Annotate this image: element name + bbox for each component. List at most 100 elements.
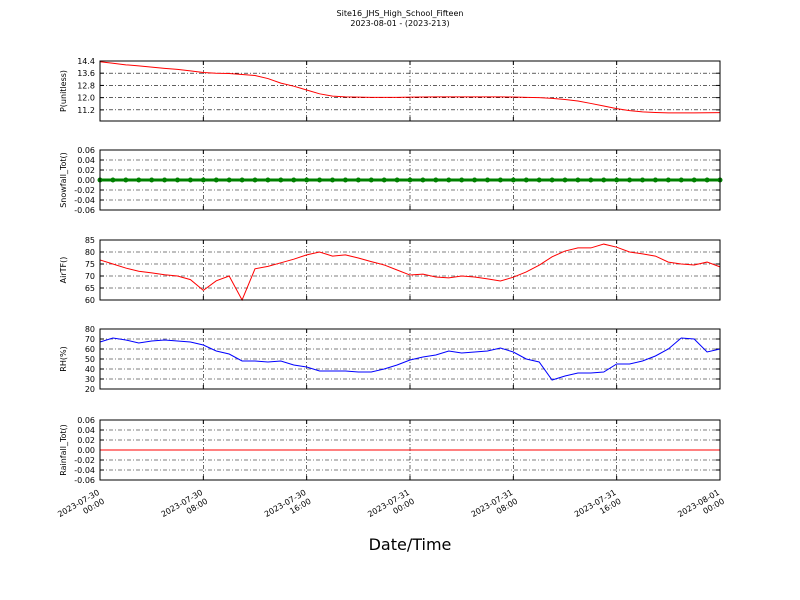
- marker: [200, 177, 206, 183]
- marker: [381, 177, 387, 183]
- marker: [278, 177, 284, 183]
- y-axis-label: AirTF(): [59, 257, 68, 284]
- marker: [149, 177, 155, 183]
- y-axis-label: Rainfall_Tot(): [59, 424, 68, 476]
- x-tick-label: 2023-07-3016:00: [263, 488, 313, 528]
- plot-frame: [99, 239, 721, 301]
- y-tick-label: 0.00: [77, 176, 95, 185]
- title: Site16_JHS_High_School_Fifteen: [337, 9, 464, 18]
- marker: [704, 177, 710, 183]
- y-tick-label: 75: [85, 260, 95, 269]
- marker: [407, 177, 413, 183]
- y-tick-label: 80: [85, 248, 95, 257]
- y-tick-label: 20: [85, 385, 95, 394]
- y-tick-label: 0.00: [77, 446, 95, 455]
- y-tick-label: 0.02: [77, 166, 95, 175]
- marker: [136, 177, 142, 183]
- marker: [110, 177, 116, 183]
- x-tick-label: 2023-07-3100:00: [366, 488, 416, 528]
- y-tick-label: 60: [85, 296, 95, 305]
- marker: [523, 177, 529, 183]
- marker: [213, 177, 219, 183]
- line: [99, 61, 721, 114]
- y-tick-label: 13.6: [77, 69, 95, 78]
- y-axis-label: Snowfall_Tot(): [59, 152, 68, 208]
- y-tick-label: 0.04: [77, 156, 95, 165]
- marker: [678, 177, 684, 183]
- marker: [355, 177, 361, 183]
- marker: [187, 177, 193, 183]
- y-tick-label: 0.02: [77, 436, 95, 445]
- y-tick-label: 14.4: [77, 57, 95, 66]
- marker: [317, 177, 323, 183]
- marker: [536, 177, 542, 183]
- x-tick-label: 2023-07-3108:00: [470, 488, 520, 528]
- x-axis-label: Date/Time: [369, 535, 452, 554]
- y-tick-label: -0.02: [74, 456, 95, 465]
- subtitle: 2023-08-01 - (2023-213): [350, 19, 449, 28]
- marker: [562, 177, 568, 183]
- plot-frame: [99, 419, 721, 481]
- y-tick-label: -0.04: [74, 196, 95, 205]
- marker: [342, 177, 348, 183]
- marker: [588, 177, 594, 183]
- y-tick-label: 85: [85, 236, 95, 245]
- y-tick-label: 12.0: [77, 94, 95, 103]
- y-tick-label: 30: [85, 375, 95, 384]
- y-tick-label: 0.04: [77, 426, 95, 435]
- x-tick-label: 2023-07-3116:00: [573, 488, 623, 528]
- marker: [446, 177, 452, 183]
- marker: [330, 177, 335, 183]
- marker: [485, 177, 490, 183]
- marker: [252, 177, 258, 183]
- marker: [175, 177, 180, 183]
- marker: [226, 177, 232, 183]
- y-tick-label: -0.06: [74, 206, 95, 215]
- plot-frame: [99, 60, 721, 122]
- marker: [510, 177, 516, 183]
- marker: [627, 177, 633, 183]
- marker: [291, 177, 297, 183]
- marker: [549, 177, 555, 183]
- y-axis-label: RH(%): [59, 346, 68, 371]
- line: [99, 337, 721, 381]
- marker: [601, 177, 607, 183]
- marker: [123, 177, 129, 183]
- marker: [394, 177, 400, 183]
- marker: [459, 177, 465, 183]
- line: [99, 243, 721, 302]
- y-tick-label: -0.04: [74, 466, 95, 475]
- y-tick-label: 70: [85, 335, 95, 344]
- marker: [665, 177, 671, 183]
- x-tick-label: 2023-07-3000:00: [56, 488, 106, 528]
- marker: [472, 177, 478, 183]
- marker: [652, 177, 658, 183]
- marker: [239, 177, 245, 183]
- y-tick-label: 65: [85, 284, 95, 293]
- marker: [265, 177, 271, 183]
- y-tick-label: 80: [85, 325, 95, 334]
- y-tick-label: 0.06: [77, 146, 95, 155]
- y-axis-label: P(unitless): [59, 70, 68, 112]
- marker: [691, 177, 697, 183]
- marker: [575, 177, 581, 183]
- y-tick-label: 11.2: [77, 106, 95, 115]
- y-tick-label: 0.06: [77, 416, 95, 425]
- marker: [368, 177, 374, 183]
- y-tick-label: 70: [85, 272, 95, 281]
- marker: [304, 177, 310, 183]
- marker: [497, 177, 503, 183]
- marker: [614, 177, 620, 183]
- x-tick-label: 2023-07-3008:00: [160, 488, 210, 528]
- marker: [640, 177, 645, 183]
- plot-frame: [99, 328, 721, 390]
- plot-frame: [99, 149, 721, 211]
- y-tick-label: -0.02: [74, 186, 95, 195]
- marker: [433, 177, 439, 183]
- marker: [420, 177, 426, 183]
- marker: [162, 177, 168, 183]
- y-tick-label: 12.8: [77, 81, 95, 90]
- y-tick-label: 40: [85, 365, 95, 374]
- y-tick-label: 50: [85, 355, 95, 364]
